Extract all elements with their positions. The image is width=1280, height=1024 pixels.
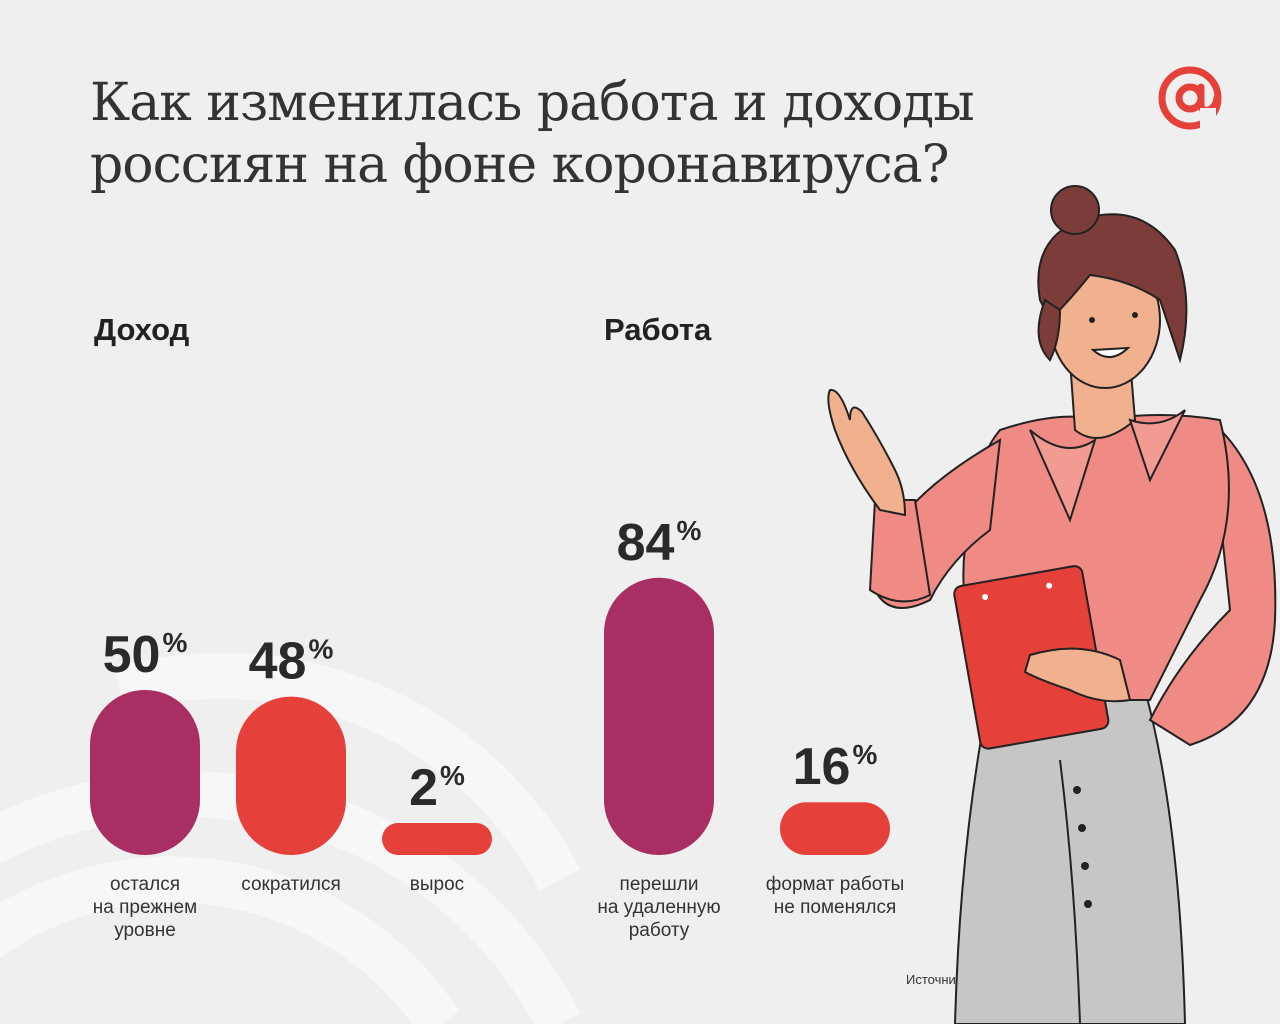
category-label-line: вырос [409, 874, 465, 895]
category-label-0-1: сократился [196, 873, 386, 896]
bar-0-0 [90, 690, 200, 855]
bar-0-1 [236, 696, 346, 855]
bar-charts: 50% 48% 2% 84% 16% [90, 514, 890, 855]
value-label-0-1: 48% [249, 633, 334, 691]
category-label-line: сократился [241, 874, 341, 895]
percent-sign: % [162, 627, 187, 658]
work-section-title: Работа [604, 312, 712, 347]
category-label-line: уровне [114, 920, 176, 941]
at-sign-logo-icon [1158, 66, 1222, 130]
income-section-title: Доход [94, 312, 190, 347]
bar-0-2 [382, 823, 492, 855]
category-label-1-0: перешли на удаленную работу [564, 873, 754, 942]
category-label-line: не поменялся [773, 897, 897, 918]
percent-sign: % [308, 634, 333, 665]
category-label-line: перешли [619, 874, 699, 895]
value-label-0-0: 50% [103, 626, 188, 684]
value-label-0-2: 2% [409, 759, 465, 817]
category-label-line: на прежнем [92, 897, 198, 918]
title-line-2: россиян на фоне коронавируса? [90, 135, 950, 195]
value-label-1-0: 84% [617, 514, 702, 572]
category-label-1-1: формат работы не поменялся [740, 873, 930, 919]
category-label-0-0: остался на прежнем уровне [50, 873, 240, 942]
bar-1-0 [604, 577, 714, 855]
title-line-1: Как изменилась работа и доходы [90, 73, 975, 133]
percent-sign: % [440, 760, 465, 791]
category-label-line: на удаленную [597, 897, 721, 918]
page-title: Как изменилась работа и доходы россиян н… [90, 72, 1050, 196]
value-label-1-1: 16% [793, 738, 878, 796]
percent-sign: % [676, 515, 701, 546]
category-label-line: формат работы [765, 874, 905, 895]
bar-1-1 [780, 802, 890, 855]
category-label-line: остался [110, 874, 180, 895]
woman-illustration [827, 185, 1277, 1024]
percent-sign: % [852, 739, 877, 770]
category-label-0-2: вырос [342, 873, 532, 896]
category-label-line: работу [628, 920, 690, 941]
